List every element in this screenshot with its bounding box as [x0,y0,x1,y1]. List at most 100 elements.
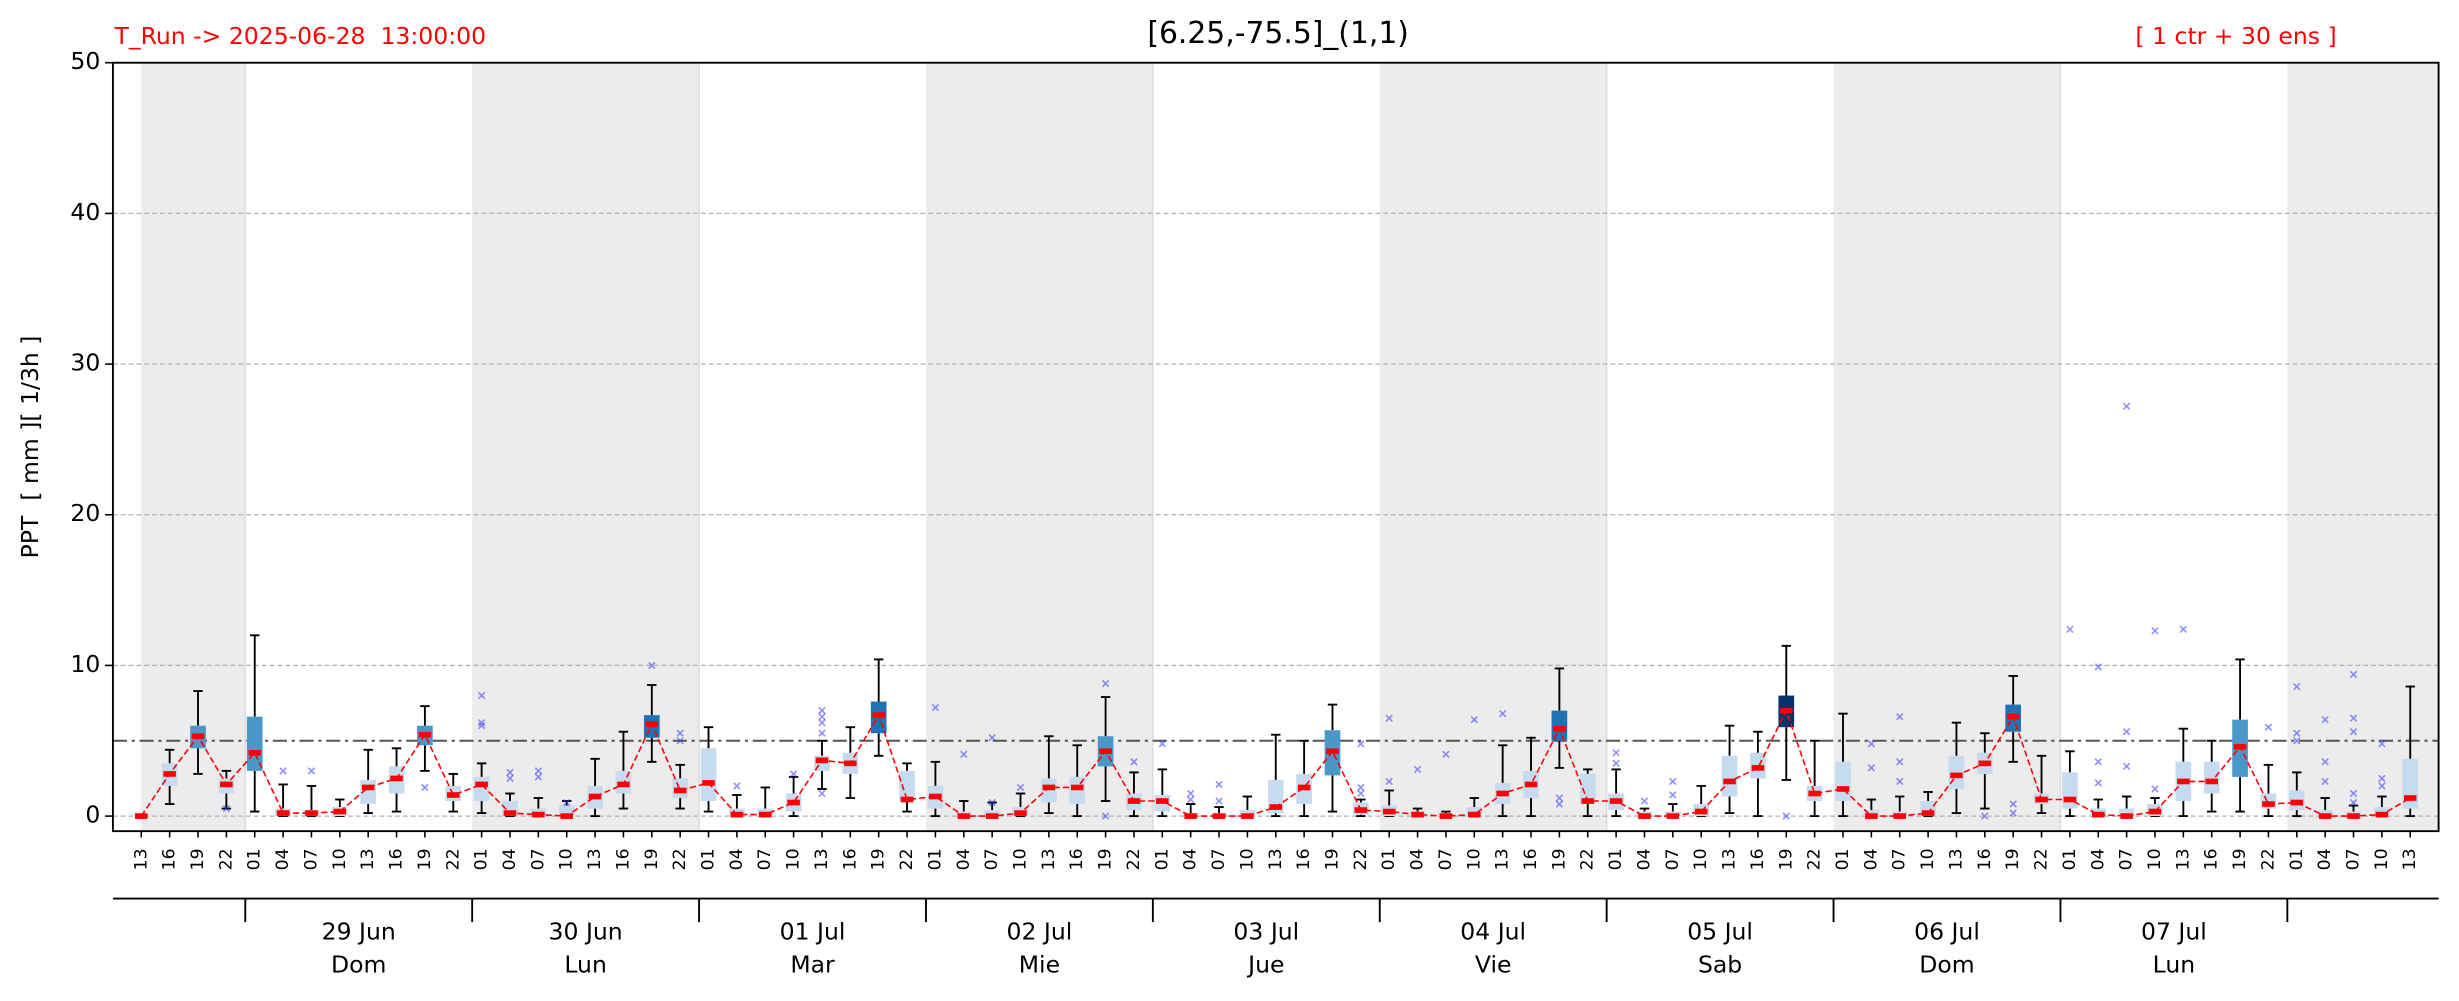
x-tick-label: 10 [1237,848,1257,870]
box [1863,810,1880,817]
flier [2321,715,2329,724]
control-marker [872,712,885,718]
flier [2094,663,2102,671]
x-tick-label: 22 [897,848,917,870]
box [1466,807,1483,817]
flier [2321,777,2329,786]
control-marker [1439,813,1453,819]
night-band [1379,62,1607,832]
control-marker [1070,784,1084,791]
flier [421,783,429,792]
flier [1498,709,1507,718]
x-tick-label: 04 [727,848,747,870]
x-tick-label: 10 [1691,848,1711,870]
x-tick-label: 13 [1946,848,1966,870]
x-tick-label: 19 [869,848,889,870]
x-tick-label: 16 [1748,848,1768,870]
flier [1385,777,1393,786]
control-marker [1042,784,1056,791]
box [1579,773,1596,805]
control-marker [560,813,573,819]
box [558,805,575,817]
control-marker [390,775,403,782]
flier [818,712,826,721]
flier [1442,750,1450,759]
control-marker [475,781,488,788]
flier [477,721,486,730]
weekday-label: Mar [790,951,835,979]
flier [2349,789,2358,798]
flier [2151,785,2159,793]
flier [2094,758,2102,766]
flier [506,774,514,783]
x-tick-label: 16 [2202,848,2222,870]
control-marker [2403,795,2417,801]
flier [960,750,968,759]
control-marker [702,780,715,786]
day-label: 02 Jul [1007,918,1073,946]
control-marker [1978,760,1992,767]
x-tick-label: 22 [1578,848,1598,870]
control-marker [305,810,318,816]
flier [1896,712,1904,721]
box [473,776,490,802]
flier [1215,780,1223,789]
control-marker [1269,804,1283,810]
ensemble-annotation: [ 1 ctr + 30 ens ] [2135,22,2336,50]
x-tick-label: 19 [2003,848,2023,870]
x-tick-label: 01 [2287,848,2307,870]
night-band [2287,62,2439,832]
flier [2378,774,2386,783]
x-tick-label: 16 [613,848,633,870]
flier [534,773,543,781]
control-marker [333,808,347,815]
x-tick-label: 13 [1039,848,1059,870]
x-tick-label: 19 [1776,848,1796,870]
flier [2066,625,2074,633]
control-marker [503,810,517,816]
box [2317,810,2333,817]
x-tick-label: 04 [1408,848,1428,870]
flier [1669,791,1677,799]
x-tick-label: 04 [954,848,974,870]
x-tick-label: 13 [1720,848,1740,870]
control-marker [1496,790,1509,797]
flier [477,718,486,727]
y-tick-label: 40 [70,198,100,226]
flier [2378,782,2386,790]
flier [1640,797,1649,805]
control-marker [2120,813,2133,819]
weekday-label: Dom [331,951,386,979]
x-tick-label: 01 [925,848,945,870]
control-marker [588,793,602,800]
flier [648,661,656,670]
flier [1612,759,1620,768]
x-tick-label: 16 [160,848,180,870]
control-marker [1666,813,1680,819]
flier [2349,714,2358,722]
control-marker [844,760,857,767]
x-tick-label: 01 [2060,848,2080,870]
control-marker [1468,811,1481,818]
x-tick-label: 19 [642,848,662,870]
control-marker [1127,798,1141,804]
x-tick-label: 16 [840,848,860,870]
flier [931,703,940,712]
flier [2122,762,2131,771]
flier [1555,794,1564,802]
flier [1186,789,1195,798]
flier [1896,758,1904,766]
night-band [1833,62,2061,832]
flier [307,767,316,775]
control-marker [1836,786,1850,792]
control-marker [1638,813,1651,819]
control-marker [1411,811,1424,818]
flier [1470,715,1478,724]
x-tick-label: 10 [1918,848,1938,870]
box [1551,710,1568,741]
flier [676,729,684,737]
x-tick-label: 04 [500,848,520,870]
flier [2349,728,2358,736]
flier [2349,798,2358,807]
flier [1867,764,1876,772]
